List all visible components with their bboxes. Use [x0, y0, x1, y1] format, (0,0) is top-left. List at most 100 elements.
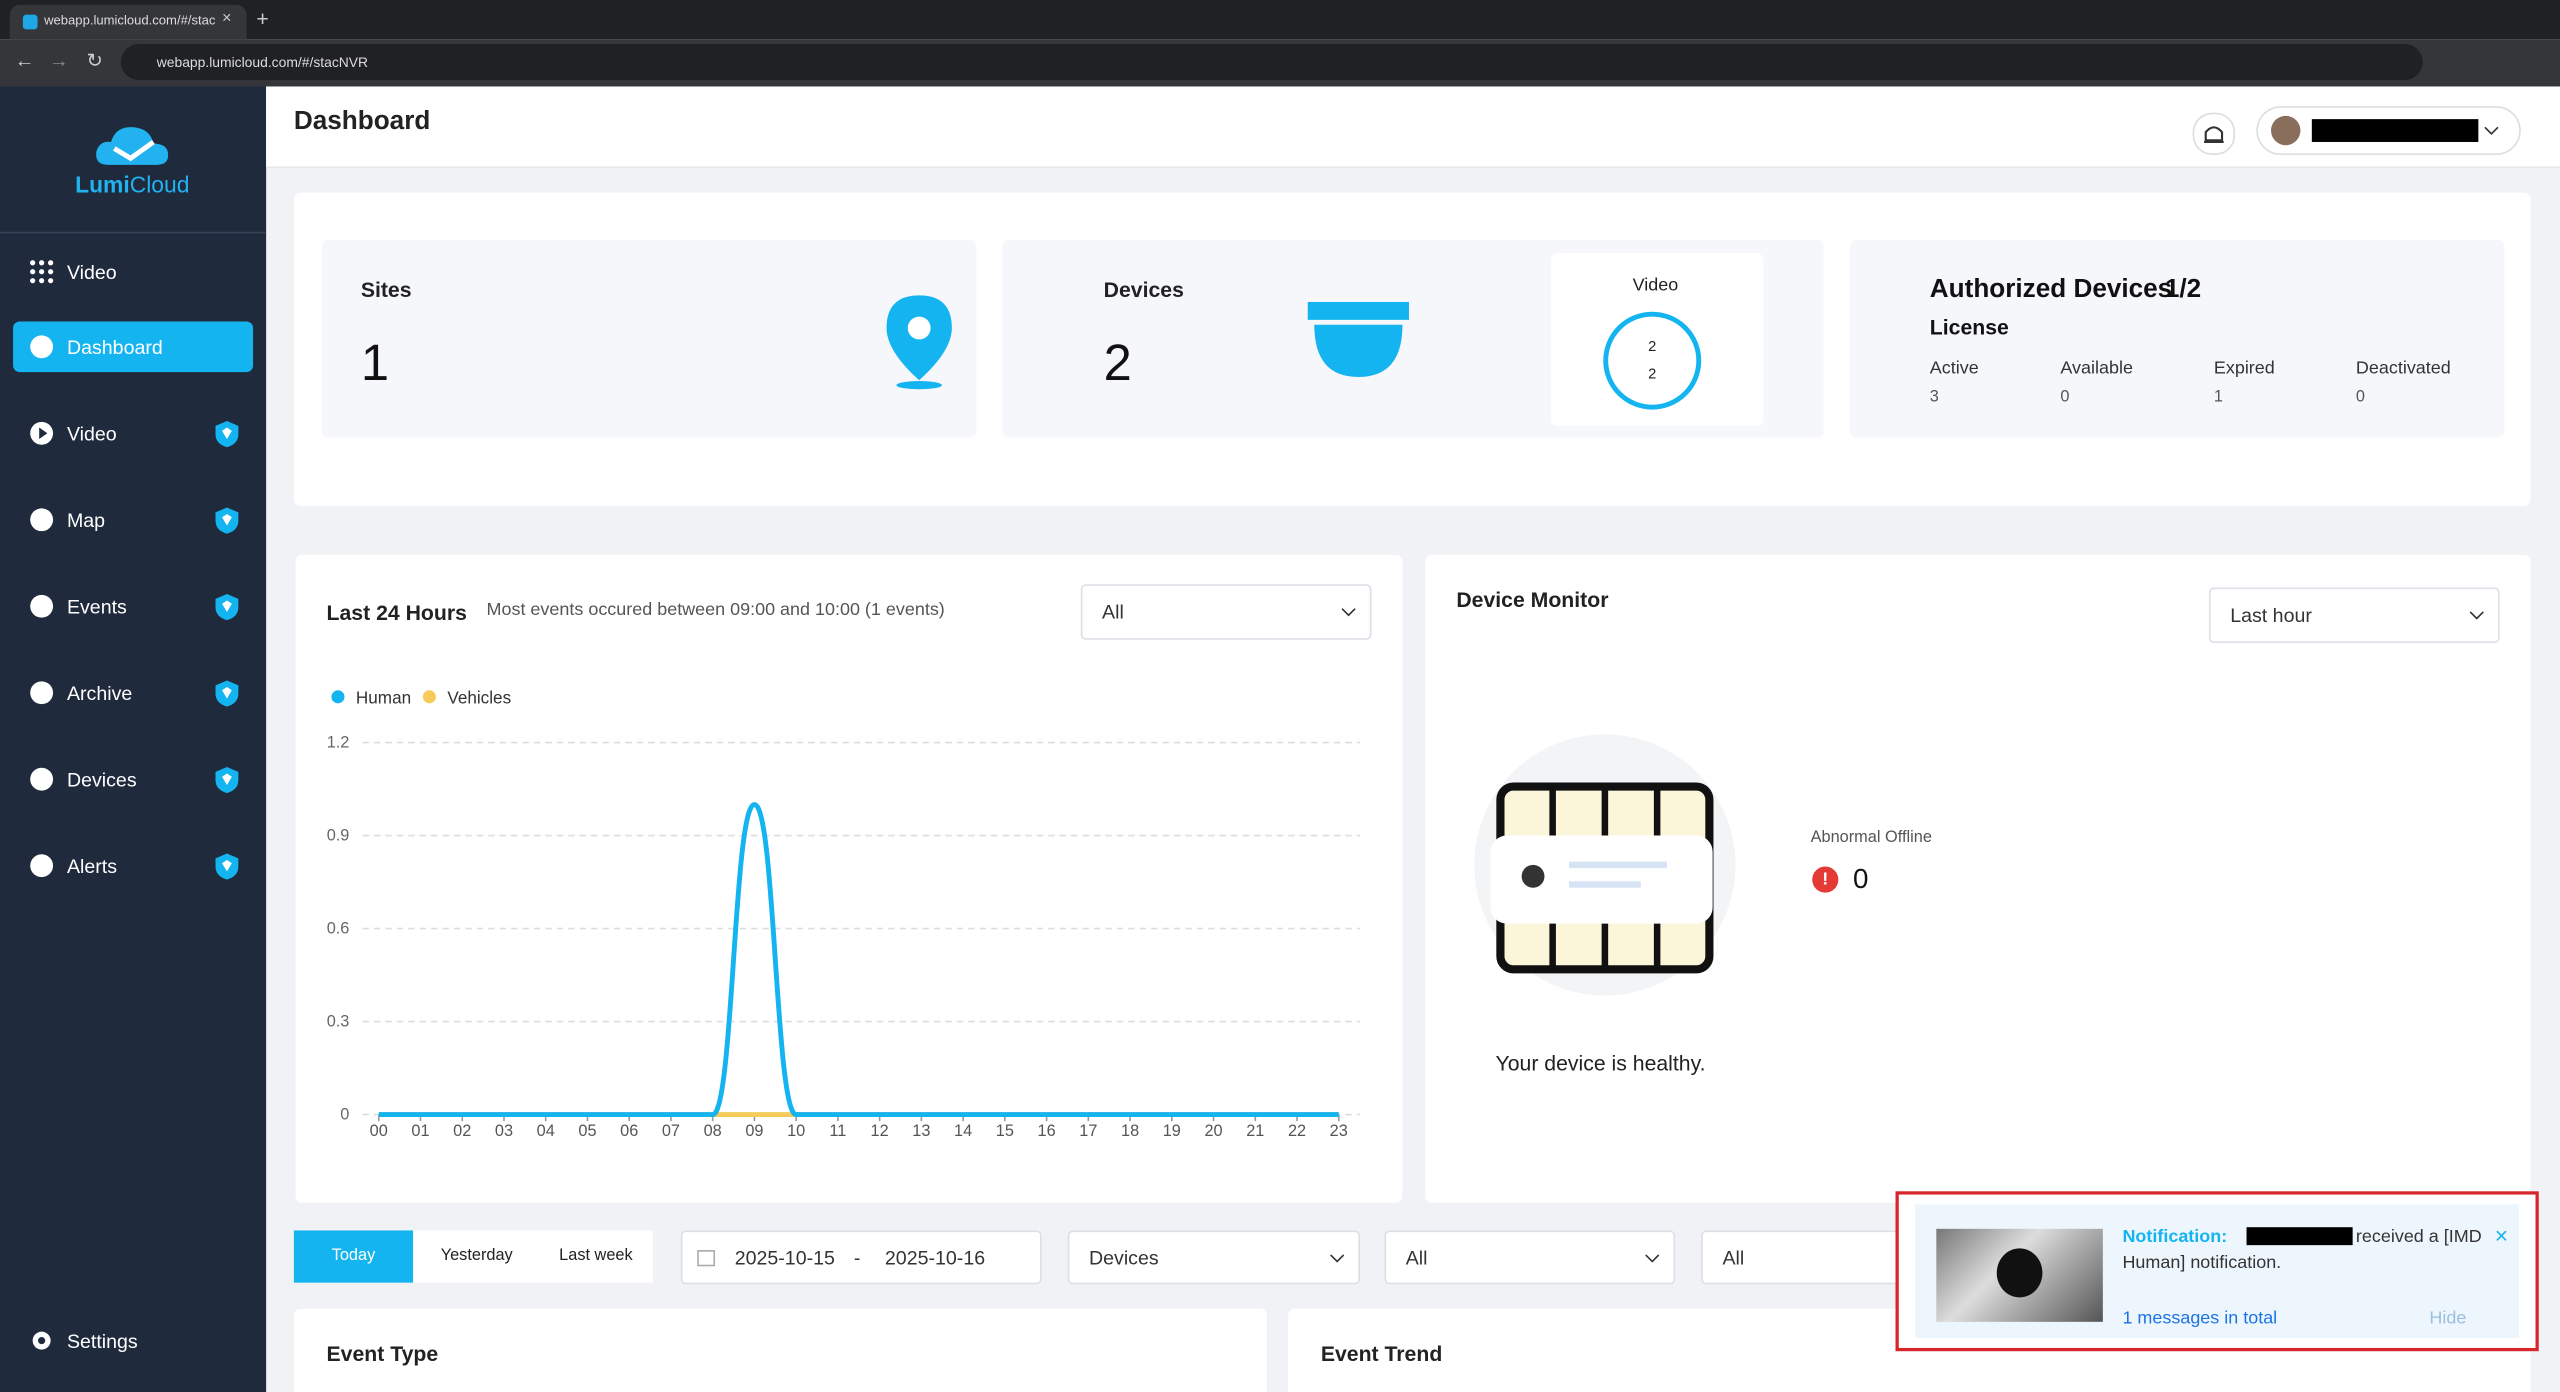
nav-item[interactable]: Devices [13, 754, 253, 805]
new-tab[interactable]: + [256, 6, 269, 32]
hide-button[interactable]: Hide [2429, 1308, 2467, 1329]
x-tick-label: 04 [537, 1122, 555, 1140]
shield-inner [222, 773, 232, 785]
nav-label: Events [66, 595, 127, 619]
time-filter[interactable]: Last hour [2208, 587, 2500, 643]
x-tick-label: 23 [1330, 1122, 1348, 1140]
nav-item[interactable]: Archive [13, 667, 253, 718]
date-range[interactable]: 2025-10-15 - 2025-10-16 [680, 1230, 1042, 1285]
range-tab[interactable]: Today [293, 1230, 414, 1283]
nav-label: Dashboard [66, 336, 163, 360]
legend-label: Vehicles [447, 687, 511, 707]
user-menu[interactable] [2256, 106, 2521, 156]
authorized-card[interactable]: Authorized Devices 1/2 License Active 3 Av… [1849, 239, 2505, 438]
tab-bar: webapp.lumicloud.com/#/stac × + [0, 0, 2560, 40]
tab-close[interactable]: × [222, 9, 232, 28]
range-tab[interactable]: Last week [559, 1246, 633, 1265]
nav-icon [30, 854, 54, 878]
date-separator: - [853, 1246, 861, 1270]
auth-title: Authorized Devices [1929, 275, 2173, 304]
nav-icon-shape [30, 594, 54, 618]
logo-text: LumiCloud [75, 171, 189, 197]
forward[interactable]: → [48, 48, 69, 72]
event-filter[interactable]: All [1080, 584, 1372, 640]
x-tick-label: 13 [912, 1122, 930, 1140]
thumbnail [1936, 1228, 2103, 1322]
nav-item[interactable]: Video [13, 408, 253, 459]
nav-item[interactable]: Events [13, 581, 253, 632]
page-title: Dashboard [293, 107, 431, 136]
range-tabs: Today Yesterday Last week [293, 1230, 654, 1283]
x-tick-label: 06 [620, 1122, 638, 1140]
calendar-icon [697, 1250, 716, 1267]
nav-icon [30, 421, 54, 445]
nav-item[interactable]: Video [13, 246, 253, 297]
chevron [2469, 611, 2484, 620]
nav-icon [30, 681, 54, 705]
status-text: Your device is healthy. [1495, 1050, 1706, 1076]
x-tick-label: 22 [1288, 1122, 1306, 1140]
nav-icon-shape [30, 767, 54, 791]
devices-select[interactable]: Devices [1067, 1230, 1360, 1285]
settings-icon [32, 1331, 51, 1350]
x-tick-label: 00 [370, 1122, 388, 1140]
auth-ratio: 1/2 [2164, 275, 2202, 304]
x-tick-label: 14 [954, 1122, 972, 1140]
notification[interactable]: Notification: received a [IMD Human] not… [1915, 1204, 2520, 1339]
nav-icon [30, 767, 54, 791]
x-tick-label: 08 [704, 1122, 722, 1140]
message-count[interactable]: 1 messages in total [2122, 1308, 2278, 1329]
select-value: All [1405, 1246, 1428, 1270]
back[interactable]: ← [14, 48, 35, 72]
shield-icon [215, 853, 239, 880]
card-label: Sites [360, 277, 412, 302]
series-line [378, 802, 1339, 1118]
video-label: Video [1632, 275, 1679, 296]
filter-select[interactable]: All [1384, 1230, 1676, 1285]
shield-inner [222, 514, 232, 526]
x-tick-label: 20 [1204, 1122, 1222, 1140]
nav-item[interactable]: Dashboard [13, 321, 254, 373]
x-tick-label: 09 [745, 1122, 763, 1140]
healthy-illustration [1474, 734, 1736, 996]
avatar [2271, 115, 2301, 146]
nav-icon [30, 335, 54, 359]
x-tick-label: 07 [662, 1122, 680, 1140]
event-type-panel: Event Type [293, 1308, 1267, 1392]
video-online: 2 [1648, 337, 1657, 355]
x-tick-label: 01 [411, 1122, 429, 1140]
chevron [1341, 608, 1356, 617]
panel-note: Most events occured between 09:00 and 10… [486, 600, 945, 621]
notification-text: received a [IMD [2355, 1227, 2482, 1247]
stat-label: Deactivated [2355, 359, 2451, 379]
nav-item[interactable]: Alerts [13, 840, 253, 891]
legend-marker [422, 690, 436, 704]
nav-label: Archive [66, 682, 133, 705]
devices-card[interactable]: Devices 2 Video 2 2 [1002, 239, 1824, 438]
reload[interactable]: ↻ [86, 48, 103, 72]
x-tick-label: 02 [453, 1122, 471, 1140]
y-tick-label: 0 [340, 1105, 349, 1123]
alarm-button[interactable] [2192, 112, 2236, 156]
x-tick-label: 05 [578, 1122, 596, 1140]
nav-label: Video [66, 422, 117, 446]
favicon [22, 14, 38, 30]
range-tab[interactable]: Yesterday [440, 1246, 513, 1265]
nav-item[interactable]: Map [13, 494, 253, 545]
shield-inner [222, 600, 232, 612]
nav-icon-shape [30, 335, 54, 359]
y-tick-label: 0.9 [327, 826, 350, 844]
tab[interactable]: webapp.lumicloud.com/#/stac × [9, 4, 247, 40]
shield-icon [215, 680, 239, 707]
card-label: Devices [1103, 277, 1184, 302]
close-button[interactable]: × [2494, 1222, 2509, 1249]
sites-card[interactable]: Sites 1 [321, 239, 977, 438]
nav-icon-shape [30, 854, 54, 878]
card-value: 1 [360, 334, 389, 392]
date-from: 2025-10-15 [734, 1246, 835, 1270]
url-field[interactable]: webapp.lumicloud.com/#/stacNVR [120, 44, 2423, 80]
card-value: 2 [1103, 334, 1132, 392]
nav-item[interactable]: Settings [13, 1315, 253, 1366]
